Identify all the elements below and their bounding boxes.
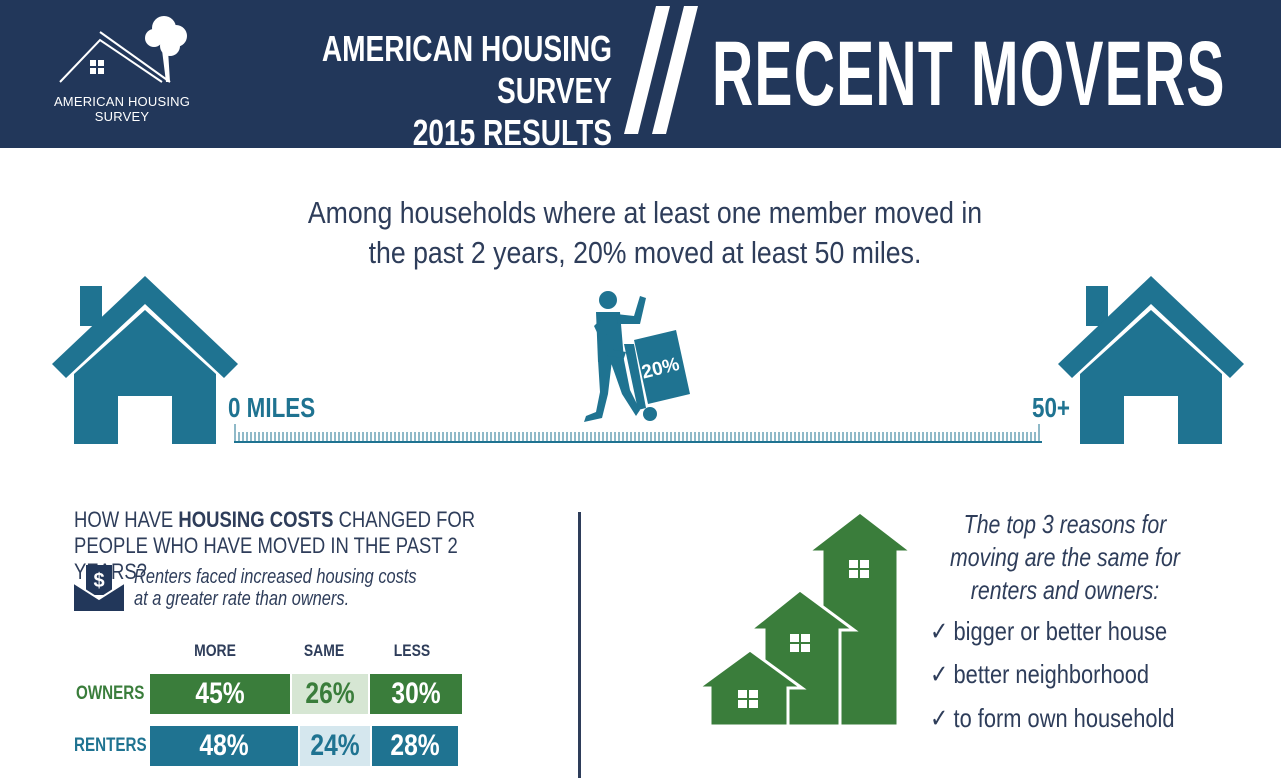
reason-item: ✓ better neighborhood xyxy=(930,659,1149,689)
row-label-owners: OWNERS xyxy=(76,683,145,704)
note-line1: Renters faced increased housing costs xyxy=(134,566,417,588)
owners-less-value: 30% xyxy=(391,677,441,710)
question-part1: How have xyxy=(74,507,179,532)
reason-item-text: to form own household xyxy=(953,703,1175,733)
headline: Among households where at least one memb… xyxy=(280,193,1011,273)
owners-same-cell: 26% xyxy=(292,674,368,714)
destination-house-icon xyxy=(1058,276,1244,444)
column-header-less: LESS xyxy=(393,641,431,660)
header-banner: AMERICAN HOUSING SURVEY AMERICAN HOUSING… xyxy=(0,0,1281,148)
renters-same-value: 24% xyxy=(310,729,360,762)
reason-item: ✓ bigger or better house xyxy=(930,616,1167,646)
double-slash-divider-icon xyxy=(624,6,698,134)
renters-less-cell: 28% xyxy=(372,726,458,766)
reasons-title-line2: moving are the same for xyxy=(950,542,1180,572)
start-distance-label: 0 MILES xyxy=(228,392,316,423)
renters-more-cell: 48% xyxy=(150,726,298,766)
logo-text-line2: SURVEY xyxy=(94,109,150,124)
growing-houses-icon xyxy=(698,512,914,728)
note-line2: at a greater rate than owners. xyxy=(134,588,350,610)
origin-house-icon xyxy=(52,276,238,444)
envelope-dollar-icon: $ xyxy=(73,565,125,611)
distance-ruler xyxy=(234,424,1042,443)
survey-title-line2: 2015 RESULTS xyxy=(412,112,612,148)
renters-note: Renters faced increased housing costs at… xyxy=(134,566,462,610)
owners-more-cell: 45% xyxy=(150,674,290,714)
reason-item-text: better neighborhood xyxy=(953,659,1150,689)
column-header-more: MORE xyxy=(194,641,236,660)
mover-with-dolly-icon: 20% xyxy=(584,291,690,422)
survey-title: AMERICAN HOUSING SURVEY 2015 RESULTS xyxy=(300,28,612,148)
reasons-title: The top 3 reasons for moving are the sam… xyxy=(930,508,1201,607)
reasons-title-line1: The top 3 reasons for xyxy=(963,509,1167,539)
owners-same-value: 26% xyxy=(305,677,355,710)
headline-line1: Among households where at least one memb… xyxy=(307,195,983,230)
topic-title: RECENT MOVERS xyxy=(712,23,1226,125)
renters-less-value: 28% xyxy=(390,729,440,762)
owners-less-cell: 30% xyxy=(370,674,462,714)
row-label-renters: RENTERS xyxy=(74,735,147,756)
survey-title-line1: AMERICAN HOUSING SURVEY xyxy=(321,28,612,111)
question-bold: housing costs xyxy=(178,507,334,532)
checkmark-icon: ✓ xyxy=(930,659,949,689)
checkmark-icon: ✓ xyxy=(930,703,949,733)
reason-item: ✓ to form own household xyxy=(930,703,1174,733)
owners-more-value: 45% xyxy=(195,677,245,710)
checkmark-icon: ✓ xyxy=(930,616,949,646)
renters-same-cell: 24% xyxy=(300,726,370,766)
reason-item-text: bigger or better house xyxy=(953,616,1168,646)
headline-line2: the past 2 years, 20% moved at least 50 … xyxy=(368,235,922,270)
renters-more-value: 48% xyxy=(199,729,249,762)
logo-text: AMERICAN HOUSING SURVEY xyxy=(52,94,192,124)
end-distance-label: 50+ xyxy=(1032,392,1070,423)
section-divider xyxy=(578,512,581,778)
svg-text:$: $ xyxy=(93,570,104,592)
logo-text-line1: AMERICAN HOUSING xyxy=(53,94,191,109)
ahs-logo: AMERICAN HOUSING SURVEY xyxy=(52,10,202,130)
house-roof-logo-icon xyxy=(59,16,187,83)
reasons-title-line3: renters and owners: xyxy=(970,575,1160,605)
column-header-same: SAME xyxy=(303,641,345,660)
